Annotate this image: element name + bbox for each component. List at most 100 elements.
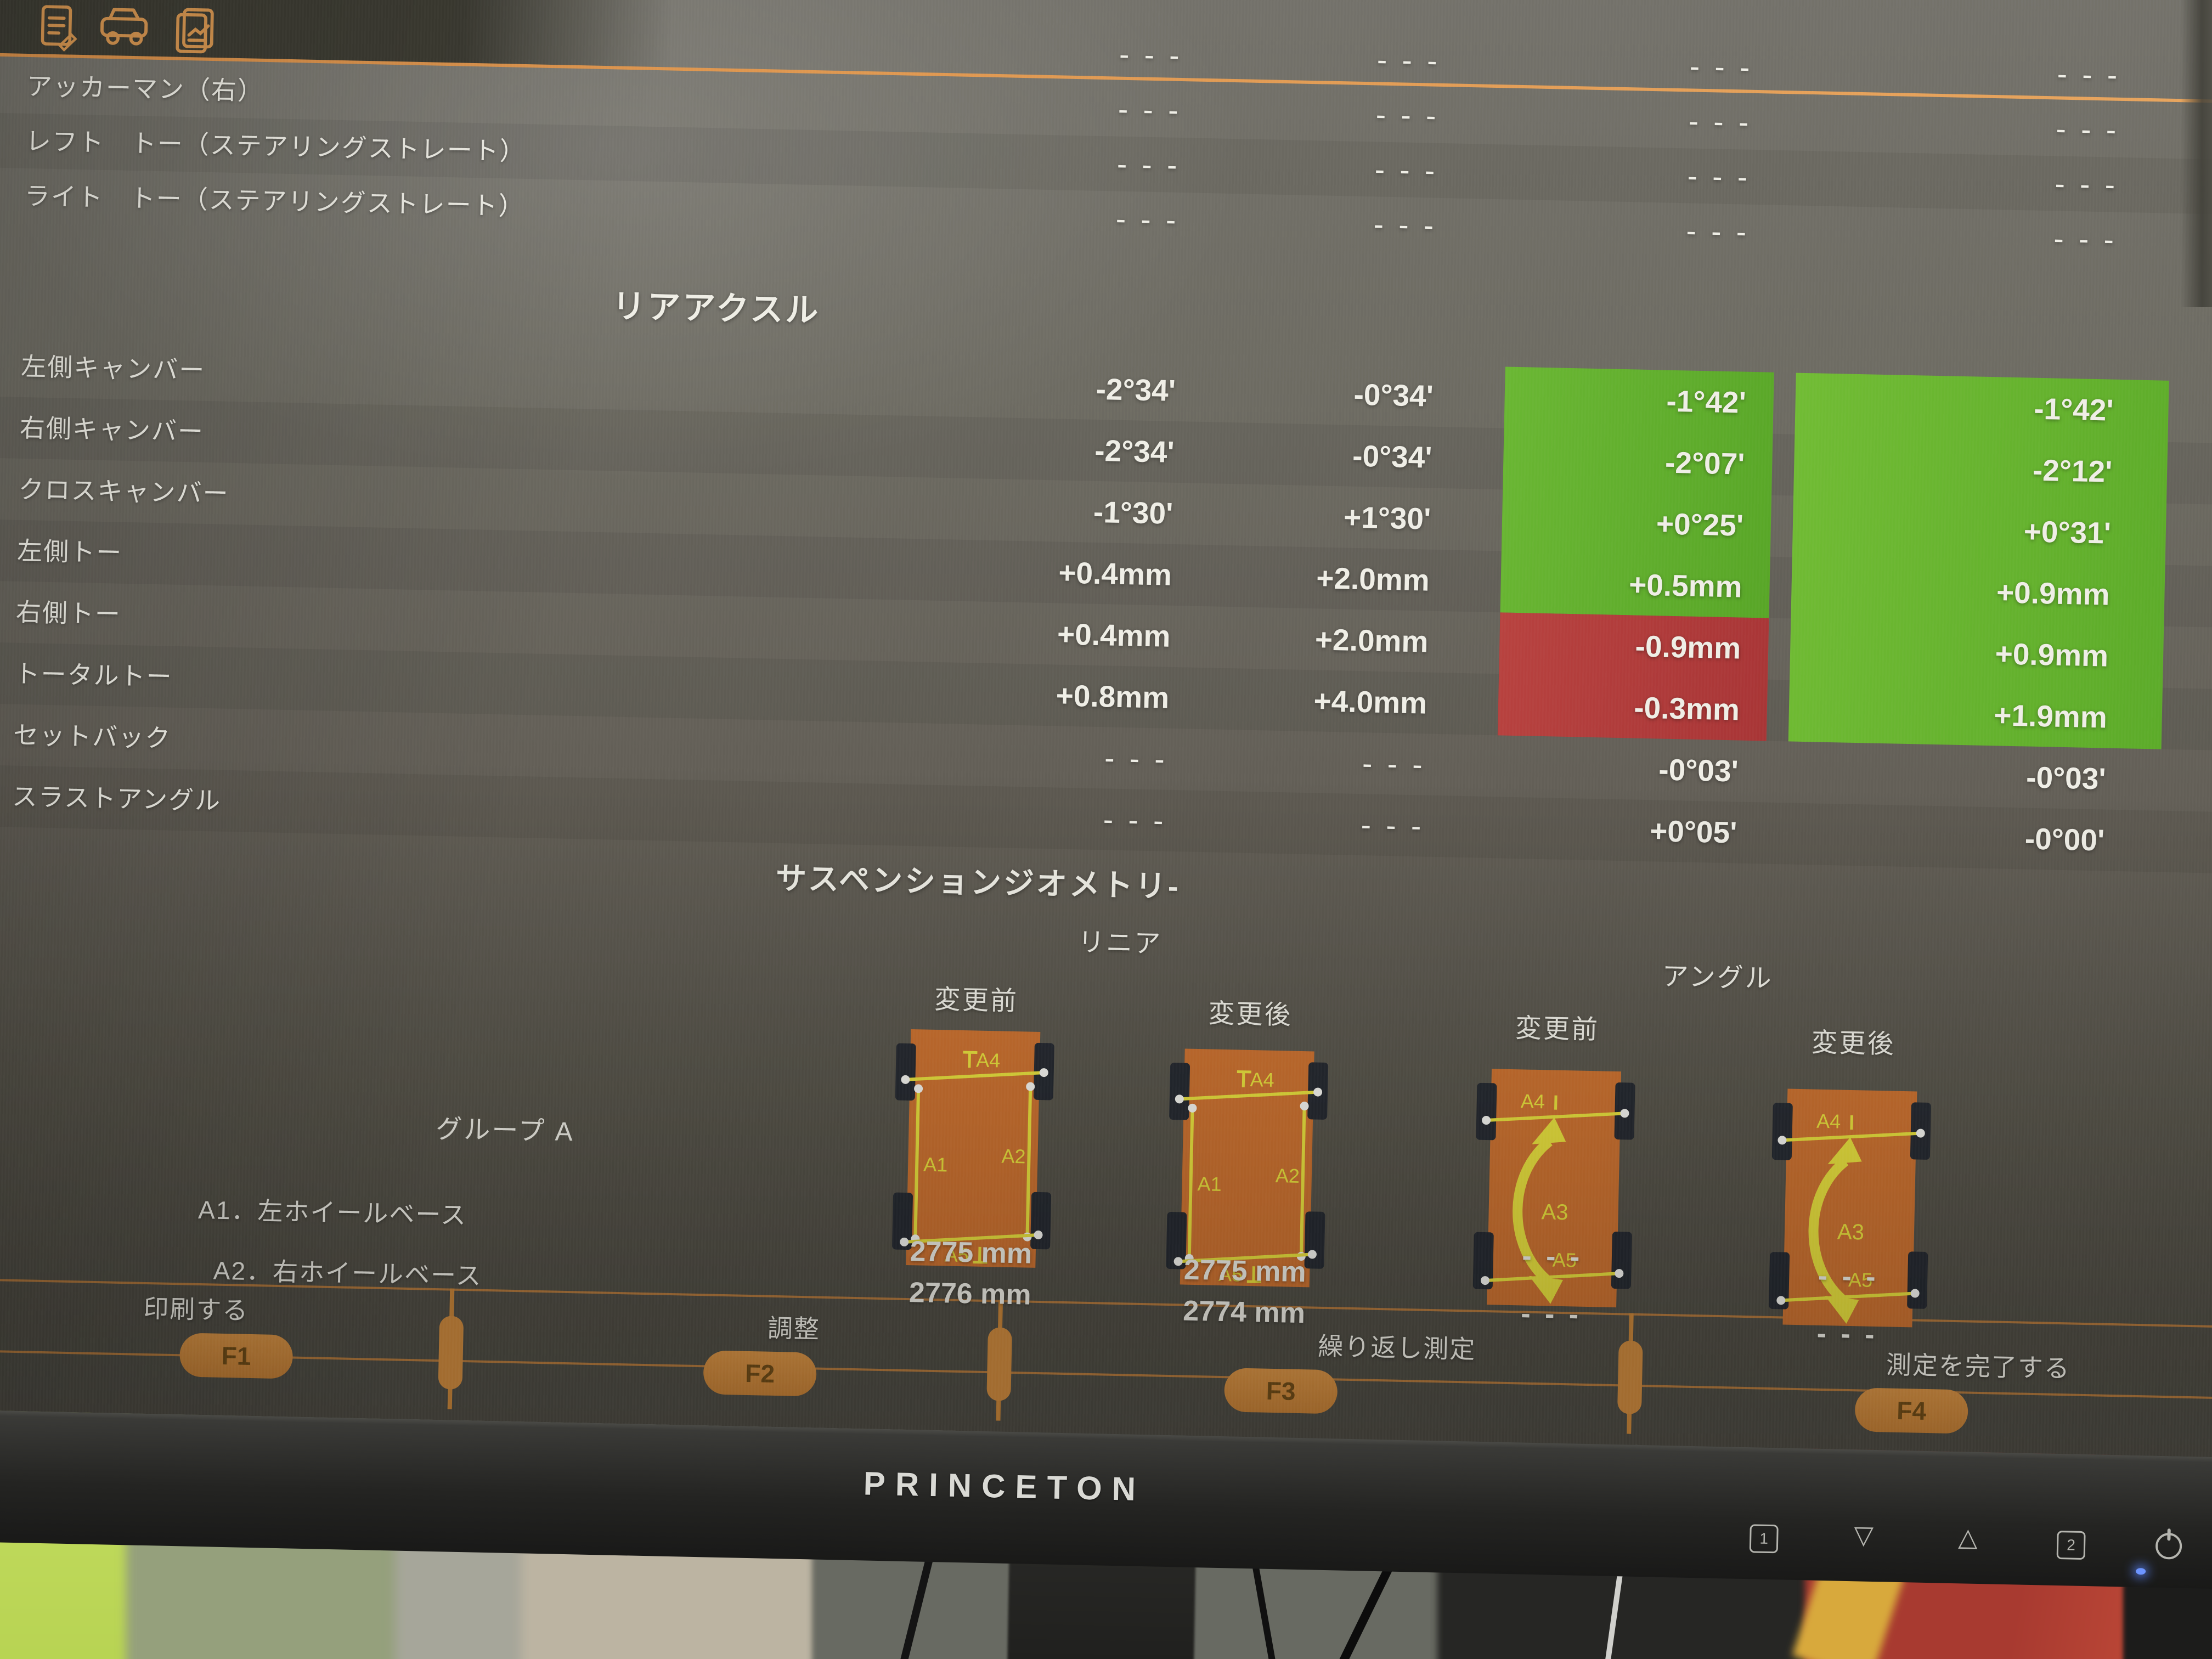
power-button[interactable]: [2155, 1532, 2182, 1560]
cell-value: - - -: [1361, 808, 1425, 843]
svg-text:A5: A5: [1552, 1249, 1577, 1272]
row-label: セットバック: [13, 720, 172, 753]
cell-value: +0.5mm: [1628, 567, 1743, 604]
cell-value: -0°34': [1353, 377, 1434, 413]
up-button[interactable]: △: [1957, 1522, 1978, 1551]
svg-text:A4: A4: [1250, 1068, 1274, 1091]
f3-button[interactable]: F3: [1223, 1368, 1338, 1414]
cell-value: - - -: [2056, 111, 2120, 147]
cell-value: +0°31': [2023, 514, 2112, 550]
row-label: 右側キャンバー: [19, 413, 205, 446]
row-label: クロスキャンバー: [18, 475, 230, 508]
svg-text:A4: A4: [1520, 1090, 1545, 1113]
wheelbase-a1-label: A1．左ホイールベース: [198, 1195, 467, 1230]
input1-button[interactable]: 1: [1749, 1524, 1779, 1554]
cell-value: -1°42': [2033, 391, 2114, 427]
finish-measure-label: 測定を完了する: [1886, 1350, 2071, 1383]
linear-header: リニア: [1077, 928, 1163, 959]
before-header: 変更前: [934, 985, 1019, 1017]
down-button[interactable]: ▽: [1853, 1520, 1874, 1549]
cell-value: -0°03': [1658, 752, 1739, 788]
rear-axle-title: リアアクスル: [612, 287, 821, 329]
cell-value: +0.9mm: [1995, 636, 2109, 673]
cell-value: +1.9mm: [1993, 698, 2108, 735]
cell-value: +1°30': [1343, 500, 1431, 536]
cell-value: - - -: [1688, 104, 1752, 139]
wheelbase-value: 2775 mm: [909, 1235, 1032, 1270]
cell-value: +2.0mm: [1314, 622, 1429, 659]
wheelbase-value: - - -: [1818, 1260, 1880, 1294]
svg-text:A2: A2: [1275, 1164, 1300, 1187]
print-label: 印刷する: [143, 1294, 249, 1325]
cell-value: +0°25': [1656, 506, 1744, 543]
f4-button[interactable]: F4: [1854, 1387, 1969, 1434]
row-label: トータルトー: [14, 659, 173, 691]
angle-header: アングル: [1662, 962, 1774, 994]
cell-value: +0°05': [1649, 814, 1737, 850]
monitor: - - - - - - - - - - - - アッカーマン（右） - - - …: [0, 0, 2212, 1589]
cell-value: - - -: [2054, 166, 2119, 202]
svg-text:A5: A5: [1848, 1268, 1873, 1291]
svg-text:A1: A1: [1197, 1172, 1222, 1195]
row-label: ライト トー（ステアリングストレート）: [24, 181, 526, 221]
report-chart-icon[interactable]: [173, 7, 218, 58]
row-label: レフト トー（ステアリングストレート）: [25, 126, 527, 166]
vehicle-icon[interactable]: [99, 5, 151, 48]
suspension-title: サスペンションジオメトリ-: [775, 860, 1181, 904]
cell-value: - - -: [1689, 49, 1754, 84]
after-header: 変更後: [1811, 1028, 1896, 1059]
row-label: スラストアングル: [12, 782, 222, 815]
before-header: 変更前: [1515, 1014, 1600, 1045]
cell-value: - - -: [2057, 57, 2121, 92]
car-diagram-linear-before: A4 A1 A2 A5: [892, 1029, 1054, 1268]
wheelbase-a2-label: A2．右ホイールベース: [213, 1256, 483, 1290]
cell-value: -0°03': [2025, 760, 2107, 796]
cell-value: -0.9mm: [1635, 629, 1741, 665]
wheelbase-value: - - -: [1521, 1240, 1583, 1273]
cell-value: - - -: [1687, 159, 1751, 194]
svg-text:A3: A3: [1541, 1200, 1568, 1224]
wheelbase-value: 2776 mm: [909, 1277, 1032, 1311]
svg-text:A5: A5: [944, 1243, 969, 1266]
cell-value: +0.9mm: [1996, 575, 2111, 612]
document-edit-icon[interactable]: [38, 4, 78, 52]
svg-text:A3: A3: [1837, 1220, 1865, 1244]
function-bar-node: [986, 1327, 1013, 1402]
svg-text:A4: A4: [976, 1049, 1001, 1072]
row-label: 左側キャンバー: [20, 352, 206, 385]
cell-value: - - -: [1374, 152, 1439, 188]
wheelbase-value: - - -: [1520, 1297, 1582, 1331]
repeat-measure-label: 繰り返し測定: [1317, 1331, 1476, 1364]
function-bar-node: [438, 1316, 464, 1390]
toolbar: [0, 0, 675, 70]
car-diagram-angle-after: A4 A5 A3: [1769, 1088, 1931, 1328]
row-label: 左側トー: [16, 536, 123, 567]
cell-value: -2°12': [2032, 453, 2113, 489]
row-label: アッカーマン（右）: [26, 71, 264, 105]
cell-value: -0°00': [2024, 821, 2105, 857]
cell-value: - - -: [1362, 746, 1426, 782]
cell-value: - - -: [1376, 42, 1441, 78]
cell-value: -0.3mm: [1633, 690, 1740, 727]
cell-value: - - -: [1375, 97, 1440, 133]
svg-text:A4: A4: [1816, 1110, 1841, 1133]
monitor-brand-logo: PRINCETON: [863, 1465, 1146, 1508]
cell-value: -1°42': [1666, 383, 1747, 420]
f1-button[interactable]: F1: [179, 1333, 294, 1379]
svg-text:A2: A2: [1001, 1145, 1026, 1168]
svg-text:A5: A5: [1218, 1263, 1243, 1286]
cell-value: +4.0mm: [1313, 684, 1427, 720]
car-diagram-linear-after: A4 A1 A2 A5: [1166, 1048, 1329, 1288]
cell-value: -2°07': [1664, 445, 1745, 481]
right-bezel-edge: [2181, 0, 2212, 307]
power-led: [2136, 1568, 2146, 1575]
car-diagram-angle-before: A4 A5 A3: [1472, 1069, 1635, 1308]
cell-value: - - -: [1373, 207, 1437, 242]
cell-value: - - -: [2053, 221, 2118, 257]
cell-value: +2.0mm: [1316, 561, 1430, 597]
input2-button[interactable]: 2: [2056, 1531, 2086, 1560]
f2-button[interactable]: F2: [703, 1350, 817, 1397]
adjust-label: 調整: [767, 1313, 821, 1344]
svg-text:A1: A1: [923, 1153, 948, 1176]
